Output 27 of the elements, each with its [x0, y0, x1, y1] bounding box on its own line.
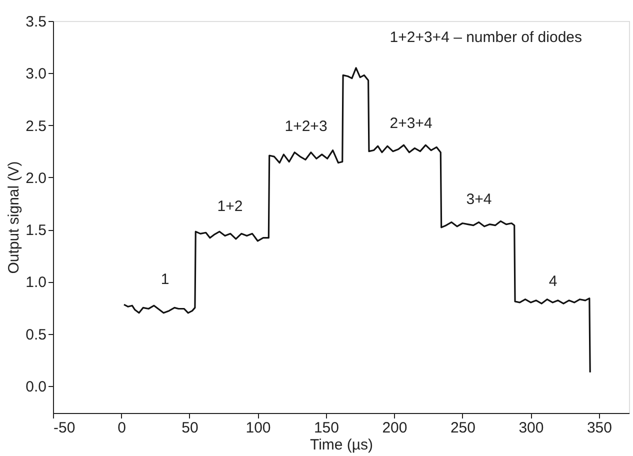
- annotation: 1+2+3: [284, 118, 328, 135]
- x-tick-label: 150: [314, 420, 339, 436]
- x-tick-label: 0: [118, 420, 126, 436]
- y-tick-label: 1.5: [26, 222, 46, 240]
- x-tick-label: 100: [246, 420, 271, 436]
- x-tick-label: 250: [450, 420, 476, 436]
- annotation: 1: [160, 271, 170, 288]
- y-tick-label: 2.5: [26, 118, 46, 135]
- line-series: [123, 67, 591, 374]
- y-tick-label: 3.0: [26, 66, 46, 83]
- x-tick-label: 350: [586, 420, 612, 436]
- annotation: 3+4: [466, 191, 492, 208]
- annotation: 1+2+3+4 – number of diodes: [390, 29, 582, 46]
- x-axis-title: Time (µs): [310, 436, 374, 454]
- y-tick-label: 0.5: [26, 326, 46, 344]
- y-axis-title: Output signal (V): [6, 161, 23, 274]
- x-tick-label: -50: [54, 420, 76, 436]
- y-tick-label: 0.0: [26, 378, 46, 396]
- y-tick-label: 2.0: [26, 170, 46, 187]
- annotation: 2+3+4: [390, 115, 432, 132]
- annotation: 1+2: [217, 198, 243, 215]
- x-tick-label: 300: [518, 420, 544, 436]
- y-tick-label: 1.0: [26, 274, 46, 292]
- x-tick-label: 200: [382, 420, 408, 436]
- y-tick-label: 3.5: [26, 14, 46, 30]
- annotation: 4: [548, 273, 558, 290]
- x-tick-label: 50: [182, 420, 198, 436]
